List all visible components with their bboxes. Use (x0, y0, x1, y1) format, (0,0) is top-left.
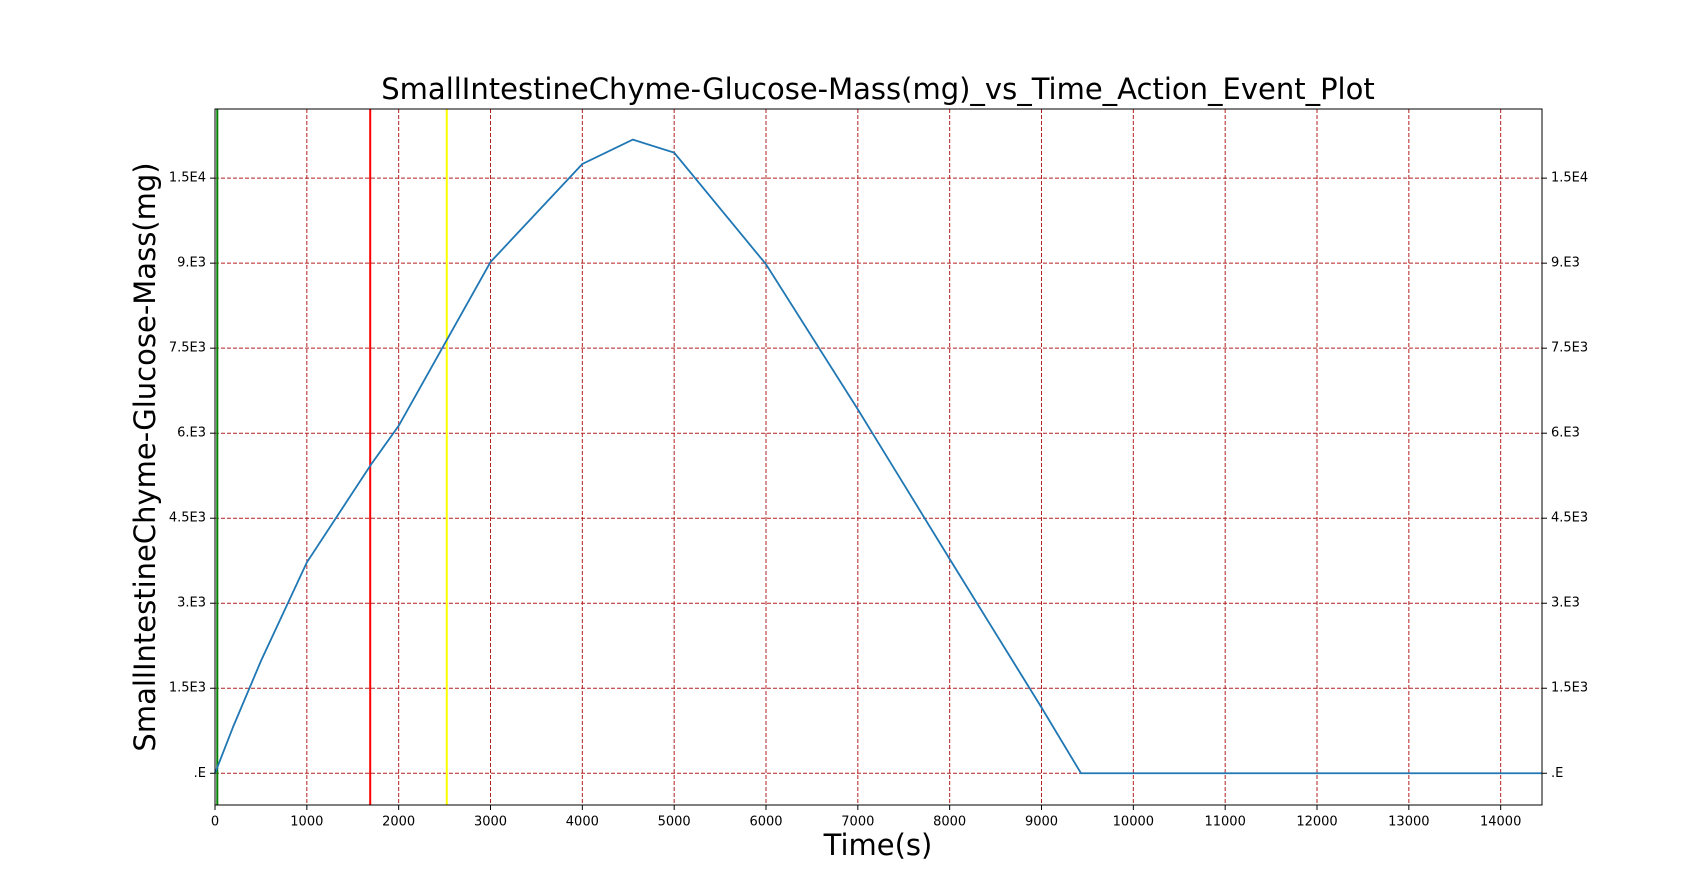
y2-tick-label: .E (1551, 766, 1563, 781)
x-tick-label: 11000 (1204, 815, 1245, 830)
x-tick-label: 14000 (1480, 815, 1521, 830)
x-tick-label: 2000 (382, 815, 415, 830)
y2-tick-label: 9.E3 (1551, 256, 1580, 271)
x-tick-label: 5000 (658, 815, 691, 830)
y-tick-label: 4.5E3 (169, 511, 206, 526)
chart-title: SmallIntestineChyme-Glucose-Mass(mg)_vs_… (381, 72, 1374, 106)
x-tick-label: 10000 (1113, 815, 1154, 830)
x-tick-label: 13000 (1388, 815, 1429, 830)
y-tick-label: .E (194, 766, 206, 781)
x-tick-label: 0 (211, 815, 219, 830)
y-tick-label: 3.E3 (177, 596, 206, 611)
y2-tick-label: 6.E3 (1551, 426, 1580, 441)
x-tick-label: 8000 (933, 815, 966, 830)
y2-tick-label: 1.5E3 (1551, 681, 1588, 696)
y2-tick-label: 4.5E3 (1551, 511, 1588, 526)
x-tick-label: 9000 (1025, 815, 1058, 830)
x-tick-label: 3000 (474, 815, 507, 830)
y-tick-label: 1.5E4 (169, 171, 206, 186)
x-tick-label: 12000 (1296, 815, 1337, 830)
x-tick-label: 6000 (749, 815, 782, 830)
x-tick-label: 4000 (566, 815, 599, 830)
y-axis-label: SmallIntestineChyme-Glucose-Mass(mg) (128, 162, 162, 751)
series-line (214, 138, 1542, 775)
plot-frame (214, 108, 1543, 806)
y-tick-label: 1.5E3 (169, 681, 206, 696)
y2-tick-label: 7.5E3 (1551, 341, 1588, 356)
y2-tick-label: 3.E3 (1551, 596, 1580, 611)
y-tick-label: 7.5E3 (169, 341, 206, 356)
y-tick-label: 6.E3 (177, 426, 206, 441)
y2-tick-label: 1.5E4 (1551, 171, 1588, 186)
y-tick-label: 9.E3 (177, 256, 206, 271)
x-tick-label: 1000 (290, 815, 323, 830)
x-tick-label: 7000 (841, 815, 874, 830)
x-axis-label: Time(s) (823, 828, 933, 862)
